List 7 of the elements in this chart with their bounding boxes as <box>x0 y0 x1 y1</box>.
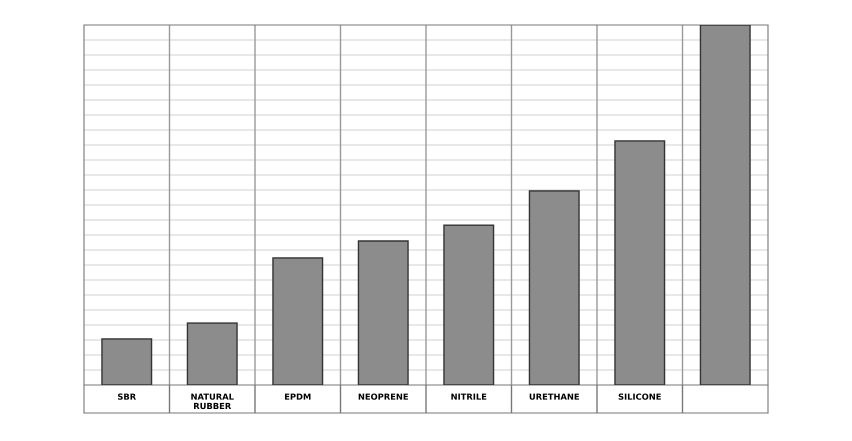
x-tick-label: SBR <box>118 393 136 400</box>
x-tick-label: NEOPRENE <box>358 393 408 400</box>
x-tick-label: URETHANE <box>530 394 579 400</box>
x-tick-label: EPDM <box>285 394 310 400</box>
x-tick-label: NATURAL RUBBER <box>191 394 234 410</box>
x-tick-label: NITRILE <box>451 394 486 400</box>
x-tick-label: SILICONE <box>618 393 661 400</box>
